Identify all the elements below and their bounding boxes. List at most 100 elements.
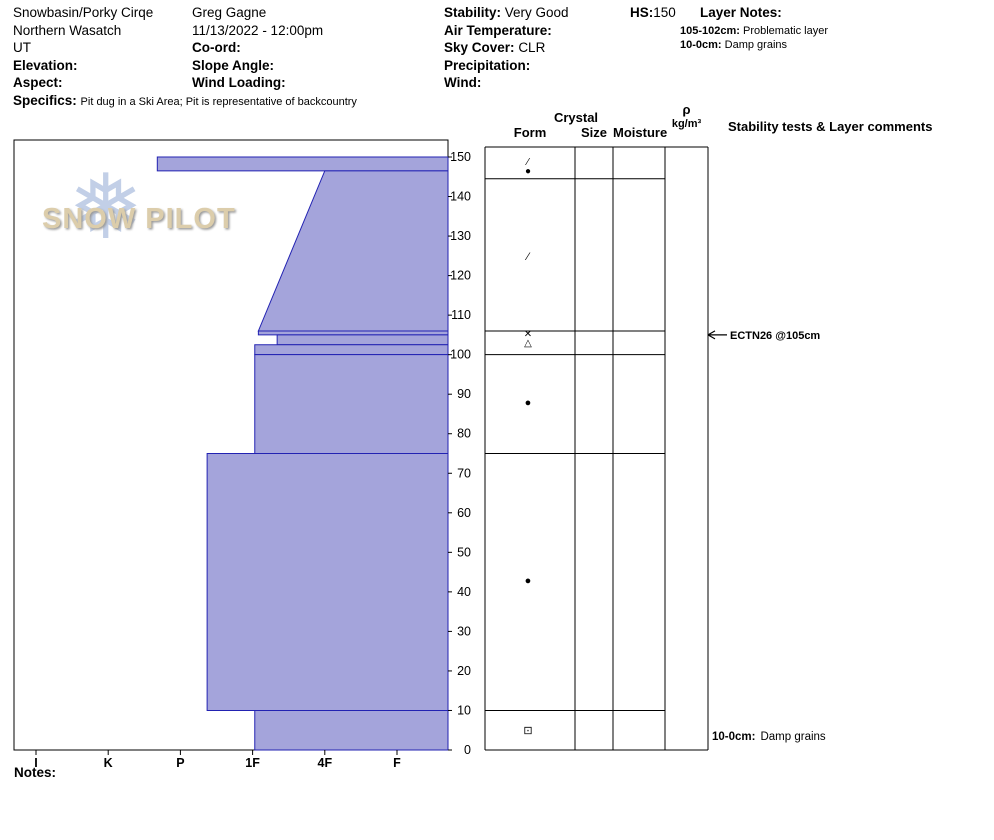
wind-row: Wind: [444, 74, 569, 92]
sky-cover-label: Sky Cover: [444, 40, 515, 55]
snow-layer-bar [254, 344, 449, 356]
density-symbol-header: ρ [682, 102, 691, 117]
grain-symbol-faceted-crystals: ✕ [524, 329, 532, 340]
depth-tick-label: 40 [457, 585, 471, 599]
precipitation-label: Precipitation: [444, 57, 531, 73]
header-hs-block: HS:150 [630, 4, 676, 22]
grain-symbol-faceted-crystals: △ [524, 338, 532, 349]
depth-tick-label: 60 [457, 506, 471, 520]
slope-angle-row: Slope Angle: [192, 57, 323, 75]
snow-layer-bar [254, 709, 449, 751]
depth-tick-label: 0 [464, 743, 471, 757]
layer-comment: 10-0cm: Damp grains [712, 731, 826, 743]
observer-name: Greg Gagne [192, 5, 267, 20]
depth-tick-label: 140 [450, 190, 471, 204]
layer-notes-label: Layer Notes: [700, 5, 782, 20]
snow-layer-bar [276, 334, 449, 346]
grain-symbol-rounded-grains: ● [525, 575, 532, 587]
header-conditions-block: Stability: Very Good Air Temperature: Sk… [444, 4, 569, 92]
depth-tick-label: 150 [450, 150, 471, 164]
depth-tick-label: 20 [457, 664, 471, 678]
crystal-column-header: Crystal [553, 110, 599, 125]
layer-note: 10-0cm: Damp grains [680, 38, 828, 52]
snowpilot-logo-text: SNOW PILOT [42, 203, 236, 236]
grain-symbol-rounded-grains: ● [525, 397, 532, 409]
hardness-tick-label: I [34, 756, 37, 770]
specifics-label: Specifics: [13, 92, 77, 108]
header-observer-block: Greg Gagne 11/13/2022 - 12:00pm Co-ord: … [192, 4, 323, 92]
snow-layer-bar [257, 170, 449, 332]
grain-symbol-melt-forms: ⊡ [523, 725, 532, 737]
hs-value: 150 [653, 5, 676, 20]
coord-label: Co-ord: [192, 40, 241, 55]
depth-tick-label: 70 [457, 466, 471, 480]
snowflake-icon: ❅ [68, 158, 144, 258]
snowpilot-logo: ❅ SNOW PILOT [38, 163, 235, 273]
layer-note-depth: 105-102cm: [680, 25, 740, 37]
grain-symbol-decomposing-fragments: ⁄ [524, 251, 531, 263]
layer-note: 105-102cm: Problematic layer [680, 24, 828, 38]
slope-angle-label: Slope Angle: [192, 57, 275, 73]
notes-label: Notes: [14, 765, 57, 780]
stability-value: Very Good [504, 5, 569, 20]
hardness-tick-label: F [393, 756, 401, 770]
hardness-tick-label: 1F [245, 756, 260, 770]
ect-arrow [707, 330, 727, 340]
logo-word-snow: SNOW [42, 203, 137, 235]
grain-symbol-decomposing-fragments: ⁄ [524, 157, 530, 168]
snow-layer-bar [257, 330, 449, 336]
depth-tick-label: 30 [457, 624, 471, 638]
pit-datetime: 11/13/2022 - 12:00pm [192, 22, 324, 38]
snow-layer-bar [156, 156, 449, 172]
depth-tick-label: 80 [457, 427, 471, 441]
hardness-tick-label: K [104, 756, 113, 770]
stability-label: Stability: [444, 5, 502, 20]
comments-column-header: Stability tests & Layer comments [728, 119, 933, 134]
layer-note-text: Damp grains [724, 39, 787, 51]
air-temp-row: Air Temperature: [444, 22, 569, 40]
layer-note-depth: 10-0cm: [680, 39, 722, 51]
elevation-row: Elevation: [13, 57, 357, 75]
moisture-column-header: Moisture [613, 125, 668, 140]
size-column-header: Size [580, 125, 607, 140]
site-name: Snowbasin/Porky Cirqe [13, 5, 154, 20]
wind-loading-row: Wind Loading: [192, 74, 323, 92]
hardness-tick-label: P [176, 756, 184, 770]
depth-tick-label: 100 [450, 348, 471, 362]
header-layer-notes-title: Layer Notes: [700, 4, 782, 22]
snow-layer-bar [254, 354, 449, 454]
hardness-tick-label: 4F [318, 756, 333, 770]
depth-tick-label: 50 [457, 545, 471, 559]
coord-row: Co-ord: [192, 39, 323, 57]
stability-test-label: ECTN26 @105cm [730, 330, 820, 342]
hs-label: HS: [630, 5, 654, 20]
header-location-block: Snowbasin/Porky Cirqe Northern Wasatch U… [13, 4, 357, 111]
elevation-label: Elevation: [13, 57, 78, 73]
layer-notes-row: Layer Notes: [700, 4, 782, 22]
depth-tick-label: 130 [450, 229, 471, 243]
layer-note-text: Problematic layer [743, 25, 828, 37]
precipitation-row: Precipitation: [444, 57, 569, 75]
logo-word-pilot: PILOT [145, 203, 236, 235]
depth-tick-label: 120 [450, 269, 471, 283]
wind-loading-label: Wind Loading: [192, 75, 286, 90]
region-name: Northern Wasatch [13, 22, 122, 38]
snow-layer-bar [206, 453, 449, 711]
aspect-row: Aspect: [13, 74, 357, 92]
depth-tick-label: 10 [457, 703, 471, 717]
wind-label: Wind: [444, 75, 482, 90]
sky-cover-value: CLR [518, 40, 546, 55]
depth-tick-label: 110 [451, 308, 471, 322]
form-column-header: Form [513, 125, 547, 140]
depth-tick-label: 90 [457, 387, 471, 401]
air-temp-label: Air Temperature: [444, 22, 552, 38]
aspect-label: Aspect: [13, 75, 63, 90]
density-unit-header: kg/m³ [671, 118, 702, 130]
specifics-row: Specifics: Pit dug in a Ski Area; Pit is… [13, 92, 357, 112]
grain-symbol-decomposing-fragments: ● [525, 166, 531, 177]
layer-notes-list: 105-102cm: Problematic layer 10-0cm: Dam… [680, 24, 828, 52]
state-name: UT [13, 40, 31, 55]
stability-row: Stability: Very Good [444, 4, 569, 22]
hs-row: HS:150 [630, 4, 676, 22]
